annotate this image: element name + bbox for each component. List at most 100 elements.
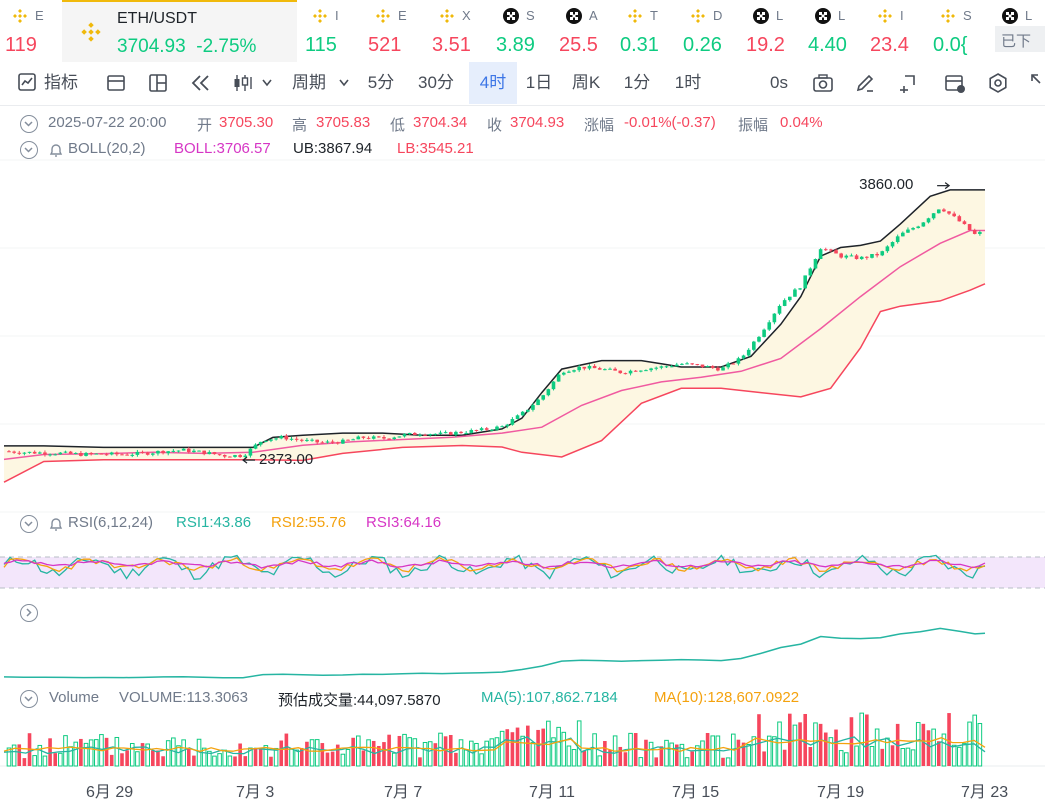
- candle-body: [12, 451, 16, 453]
- candle-body: [577, 366, 581, 371]
- volume-bar: [83, 742, 89, 767]
- volume-bar: [957, 746, 962, 767]
- ticker-item[interactable]: E 119: [5, 0, 60, 62]
- candle-body: [448, 432, 453, 435]
- candle-body: [464, 432, 468, 434]
- collapse-toggle[interactable]: [20, 141, 38, 159]
- countdown-timer: 0s: [770, 73, 788, 92]
- ticker-item[interactable]: D 0.26: [683, 0, 743, 62]
- bnb-icon: [941, 9, 955, 23]
- candle-body: [936, 209, 941, 214]
- trade-button[interactable]: [944, 62, 966, 104]
- candle-body: [371, 436, 376, 439]
- volume-bar: [314, 739, 320, 767]
- interval-tab[interactable]: 4时: [469, 62, 517, 104]
- candle-body: [767, 322, 772, 330]
- candle-body: [787, 296, 792, 301]
- interval-tab[interactable]: 5分: [367, 73, 395, 92]
- ticker-item[interactable]: I 23.4: [870, 0, 930, 62]
- candle-body: [361, 436, 366, 438]
- volume-bar: [505, 729, 510, 766]
- candle-body: [135, 451, 140, 455]
- volume-bar: [305, 741, 309, 766]
- layout-button[interactable]: [106, 62, 128, 104]
- ticker-symbol: T: [650, 8, 658, 23]
- ticker-item[interactable]: S 0.0{: [933, 0, 991, 62]
- candle-body: [181, 448, 186, 451]
- expand-toggle[interactable]: [20, 604, 38, 622]
- candle-body: [433, 433, 438, 435]
- volume-bar: [125, 750, 129, 766]
- volume-bar: [391, 752, 397, 767]
- grid-layout-button[interactable]: [148, 62, 170, 104]
- indicator-expand-row: [0, 601, 60, 625]
- add-window-button[interactable]: [897, 62, 919, 104]
- ticker-item[interactable]: S 3.89: [496, 0, 556, 62]
- bnb-icon: [13, 9, 27, 23]
- volume-bar: [787, 713, 792, 766]
- volume-bar: [526, 725, 530, 766]
- candle-body: [705, 366, 710, 368]
- volume-bar: [222, 749, 228, 767]
- collapse-toggle[interactable]: [20, 115, 38, 133]
- interval-tab[interactable]: 1时: [674, 73, 702, 92]
- volume-bar: [412, 738, 418, 767]
- return-button[interactable]: 已下: [995, 26, 1045, 52]
- interval-tab[interactable]: 周K: [571, 73, 601, 92]
- candle-body: [53, 454, 58, 456]
- interval-tab[interactable]: 1日: [525, 73, 553, 92]
- chart-type-dropdown[interactable]: [232, 62, 278, 104]
- ticker-item[interactable]: T 0.31: [620, 0, 680, 62]
- volume-bar: [269, 756, 273, 766]
- candle-body: [459, 431, 463, 434]
- collapse-toggle[interactable]: [20, 690, 38, 708]
- book-icon: [107, 75, 125, 91]
- candle-body: [79, 452, 83, 456]
- settings-button[interactable]: [988, 62, 1010, 104]
- volume-bar: [798, 722, 802, 766]
- volume-bar: [757, 714, 761, 766]
- ticker-item[interactable]: L 4.40: [808, 0, 866, 62]
- bell-icon[interactable]: [48, 516, 64, 532]
- interval-tab[interactable]: 1分: [623, 73, 651, 92]
- bell-icon[interactable]: [48, 142, 64, 158]
- candle-body: [500, 426, 504, 428]
- volume-bar: [499, 730, 505, 767]
- volume-bar: [484, 740, 490, 767]
- fullscreen-button[interactable]: [1030, 62, 1045, 104]
- ticker-item[interactable]: A 25.5: [559, 0, 617, 62]
- replay-button[interactable]: [190, 62, 214, 104]
- secondary-indicator-line: [3, 627, 986, 679]
- ticker-item[interactable]: I 115: [305, 0, 365, 62]
- volume-bar: [890, 745, 895, 766]
- high-value: 3705.83: [316, 114, 371, 131]
- volume-bar: [536, 729, 540, 766]
- candle-body: [145, 452, 150, 455]
- ticker-item[interactable]: E 521: [368, 0, 428, 62]
- ticker-item[interactable]: L: [995, 0, 1045, 62]
- chevron-down-icon: [339, 79, 349, 87]
- ticker-item[interactable]: L 19.2: [746, 0, 804, 62]
- screenshot-button[interactable]: [812, 62, 834, 104]
- collapse-toggle[interactable]: [20, 515, 38, 533]
- interval-tab[interactable]: 30分: [418, 73, 454, 92]
- bnb-icon: [628, 9, 642, 23]
- volume-bar: [566, 745, 572, 767]
- candle-body: [140, 451, 145, 453]
- candle-body: [73, 452, 78, 454]
- candle-body: [454, 431, 458, 435]
- candle-body: [104, 454, 109, 456]
- ticker-item[interactable]: X 3.51: [432, 0, 492, 62]
- period-dropdown[interactable]: 周期: [292, 62, 352, 104]
- candle-body: [510, 419, 515, 425]
- volume-bar: [201, 747, 207, 767]
- ticker-item[interactable]: ETH/USDT 3704.93 -2.75%: [62, 0, 297, 62]
- volume-bar: [530, 742, 536, 767]
- volume-bar: [227, 755, 233, 767]
- draw-button[interactable]: [855, 62, 877, 104]
- indicator-button[interactable]: 指标: [18, 62, 78, 104]
- candle-body: [274, 438, 278, 440]
- volume-bar: [207, 750, 212, 767]
- candle-body: [608, 368, 612, 370]
